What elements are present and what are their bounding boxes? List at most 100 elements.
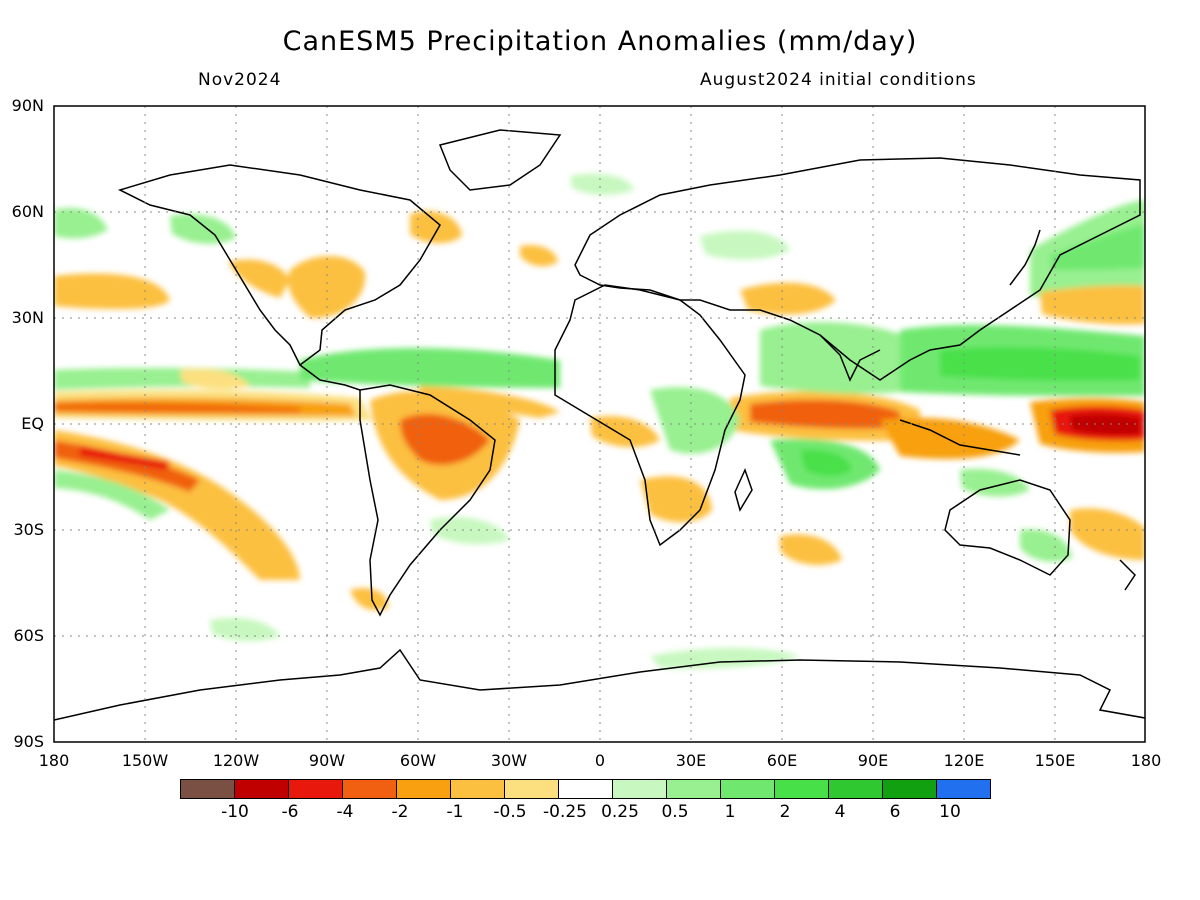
colorbar-label: 1 [724,802,736,822]
lon-label-150w: 150W [121,751,169,770]
anomaly-s-ocean-wet-2 [650,647,800,669]
coastlines [54,129,1145,721]
madagascar-outline [734,467,753,512]
colorbar-label: 6 [889,802,901,822]
anomaly-atlantic-dry [420,386,560,418]
colorbar-label: -2 [391,802,409,822]
greenland-outline [438,129,562,191]
lat-label-eq: EQ [21,414,44,433]
australia-outline [944,479,1071,576]
anomaly-n-pacific-dry [54,273,170,310]
anomaly-wtp-dry-core [1070,413,1140,435]
anomaly-pacific-dry-core [54,403,300,412]
anomaly-nw-pacific-dry [1040,285,1145,325]
colorbar-label: -0.25 [543,802,587,822]
lon-label-90e: 90E [857,751,889,770]
colorbar-label: -10 [221,802,249,822]
lon-label-180e: 180 [1130,751,1162,770]
colorbar-swatch [450,779,505,799]
lat-label-90n: 90N [11,96,44,115]
new-zealand-outline [1119,559,1136,591]
colorbar-swatch [180,779,235,799]
lat-label-30n: 30N [11,308,44,327]
chart-title: CanESM5 Precipitation Anomalies (mm/day) [282,26,918,57]
colorbar-label: 0.25 [601,802,639,822]
initial-conditions: August2024 initial conditions [700,70,977,90]
colorbar-swatch [234,779,289,799]
colorbar-swatch [612,779,667,799]
colorbar-label: -6 [281,802,299,822]
anomaly-ne-pacific-wet-patch [170,214,236,244]
lon-label-60e: 60E [766,751,798,770]
lon-label-150e: 150E [1034,751,1076,770]
anomaly-field [54,173,1145,669]
anomaly-indian-ocean-dry-core [750,399,900,429]
lon-label-30e: 30E [675,751,707,770]
south-america-outline [359,384,496,617]
lat-label-90s: 90S [13,732,44,751]
colorbar-swatch [288,779,343,799]
anomaly-s-indian-dry [780,534,842,565]
colorbar-label: -1 [446,802,464,822]
colorbar-label: 10 [939,802,961,822]
colorbar-swatch [936,779,991,799]
anomaly-s-ocean-wet-1 [210,617,280,642]
anomaly-canada-dry [410,210,462,244]
anomaly-s-indian-wet-core [800,449,852,476]
anomaly-philippine-wet-core [940,347,1140,381]
anomaly-s-asia-wet [760,322,900,394]
anomaly-amazon-dry-core [400,413,490,465]
anomaly-arabia-dry [740,282,836,315]
anomaly-caribbean-wet [300,348,560,388]
lon-label-180w: 180 [38,751,70,770]
anomaly-s-america-dry [350,588,389,611]
colorbar-swatch [396,779,451,799]
colorbar [180,779,991,799]
eurasia-outline [574,157,1141,381]
anomaly-sw-pacific-wet [54,470,170,520]
colorbar-swatch [504,779,559,799]
map-frame [53,105,1146,743]
anomaly-nw-australia-wet [960,468,1030,497]
colorbar-swatch [882,779,937,799]
colorbar-label: -4 [336,802,354,822]
india-outline [819,334,881,382]
lat-label-60s: 60S [13,626,44,645]
anomaly-eastern-usa-dry [288,256,366,319]
graticule [54,106,1145,742]
anomaly-e-atlantic-wet [54,208,108,239]
antarctica-outline [54,648,1145,721]
colorbar-swatch [558,779,613,799]
anomaly-s-pacific-dry [1070,508,1145,560]
anomaly-siberia-wet [570,173,634,196]
anomaly-africa-wet [650,387,740,454]
colorbar-swatch [720,779,775,799]
anomaly-western-usa-dry [228,259,290,298]
lon-label-120e: 120E [943,751,985,770]
colorbar-label: 4 [834,802,846,822]
colorbar-label: 2 [779,802,791,822]
lon-label-0: 0 [594,751,606,770]
central-america-outline [299,364,361,391]
anomaly-s-africa-dry [640,476,712,523]
colorbar-label: -0.5 [493,802,527,822]
anomaly-e-pacific-dry [180,368,250,390]
anomaly-spcz-dry-peak [80,446,170,470]
anomaly-n-atlantic-dry [520,244,558,267]
lat-label-60n: 60N [11,202,44,221]
anomaly-s-atlantic-wet [430,516,510,545]
anomaly-se-australia-wet [1020,529,1072,562]
colorbar-swatch [774,779,829,799]
lon-label-90w: 90W [308,751,346,770]
indonesia-outline [899,419,1021,456]
north-america-outline [117,164,441,367]
colorbar-swatch [666,779,721,799]
forecast-month: Nov2024 [198,70,282,90]
japan-outline [1009,229,1041,286]
lon-label-30w: 30W [490,751,528,770]
anomaly-n-pacific-wet-band [1050,224,1145,270]
colorbar-swatch [828,779,883,799]
anomaly-central-asia-wet [700,230,790,260]
lon-label-120w: 120W [212,751,260,770]
